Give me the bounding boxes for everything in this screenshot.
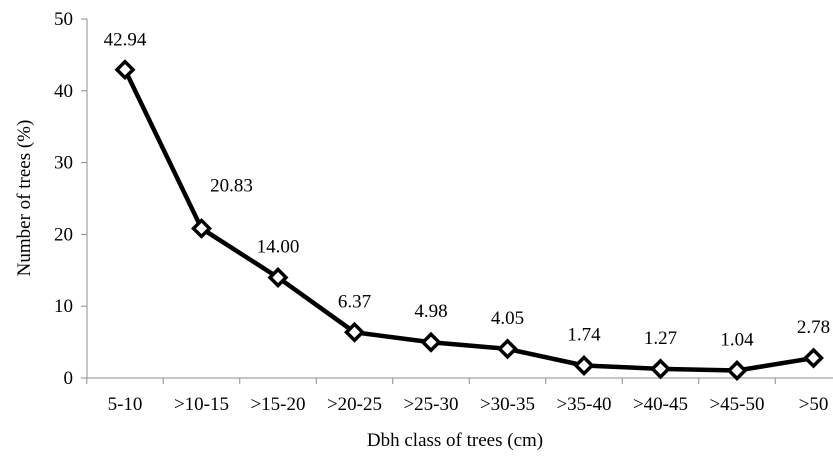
axes bbox=[81, 18, 833, 384]
data-point-marker bbox=[650, 358, 671, 380]
y-axis-title: Number of trees (%) bbox=[14, 120, 35, 277]
data-label: 1.74 bbox=[567, 325, 601, 346]
data-label: 20.83 bbox=[210, 175, 253, 196]
series-line-path bbox=[122, 67, 816, 373]
x-tick-label: >30-35 bbox=[480, 394, 535, 415]
x-tick-label: 5-10 bbox=[108, 394, 143, 415]
x-tick-label: >45-50 bbox=[709, 394, 764, 415]
x-tick-label: >25-30 bbox=[403, 394, 458, 415]
data-point-marker bbox=[191, 217, 212, 239]
y-tick-label: 50 bbox=[54, 9, 73, 30]
data-label: 2.78 bbox=[797, 317, 830, 338]
data-point-marker bbox=[267, 267, 289, 288]
x-tick-label: >50 bbox=[799, 394, 829, 415]
y-tick-label: 30 bbox=[54, 153, 73, 174]
data-label: 4.98 bbox=[414, 301, 447, 322]
series-line bbox=[122, 67, 816, 373]
data-label: 4.05 bbox=[491, 308, 524, 329]
data-label: 14.00 bbox=[257, 236, 300, 257]
data-point-marker bbox=[497, 338, 518, 360]
y-tick-label: 40 bbox=[54, 81, 73, 102]
y-tick-label: 10 bbox=[54, 296, 73, 317]
x-tick-labels: 5-10 >10-15 >15-20 >20-25 >25-30 >30-35 >35-40… bbox=[108, 394, 829, 415]
y-tick-label: 0 bbox=[64, 368, 74, 389]
data-point-marker bbox=[420, 331, 442, 353]
data-point-marker bbox=[803, 347, 824, 369]
data-label: 1.27 bbox=[644, 328, 677, 349]
y-tick-label: 20 bbox=[54, 224, 73, 245]
data-label: 42.94 bbox=[104, 30, 147, 51]
data-point-marker bbox=[573, 355, 595, 376]
data-point-marker bbox=[114, 59, 136, 81]
x-tick-label: >35-40 bbox=[556, 394, 611, 415]
data-label: 1.04 bbox=[720, 330, 754, 351]
data-point-marker bbox=[344, 321, 365, 343]
x-tick-label: >20-25 bbox=[327, 394, 382, 415]
x-tick-label: >10-15 bbox=[174, 394, 229, 415]
data-labels: 42.94 20.83 14.00 6.37 4.98 4.05 1.74 1.27 1.04 2… bbox=[104, 30, 831, 351]
x-tick-label: >40-45 bbox=[633, 394, 688, 415]
data-label: 6.37 bbox=[338, 291, 371, 312]
data-point-marker bbox=[726, 360, 748, 382]
series-markers bbox=[114, 59, 824, 382]
y-tick-labels: 0 10 20 30 40 50 bbox=[54, 9, 73, 389]
x-axis-title: Dbh class of trees (cm) bbox=[367, 430, 543, 451]
x-tick-label: >15-20 bbox=[250, 394, 305, 415]
